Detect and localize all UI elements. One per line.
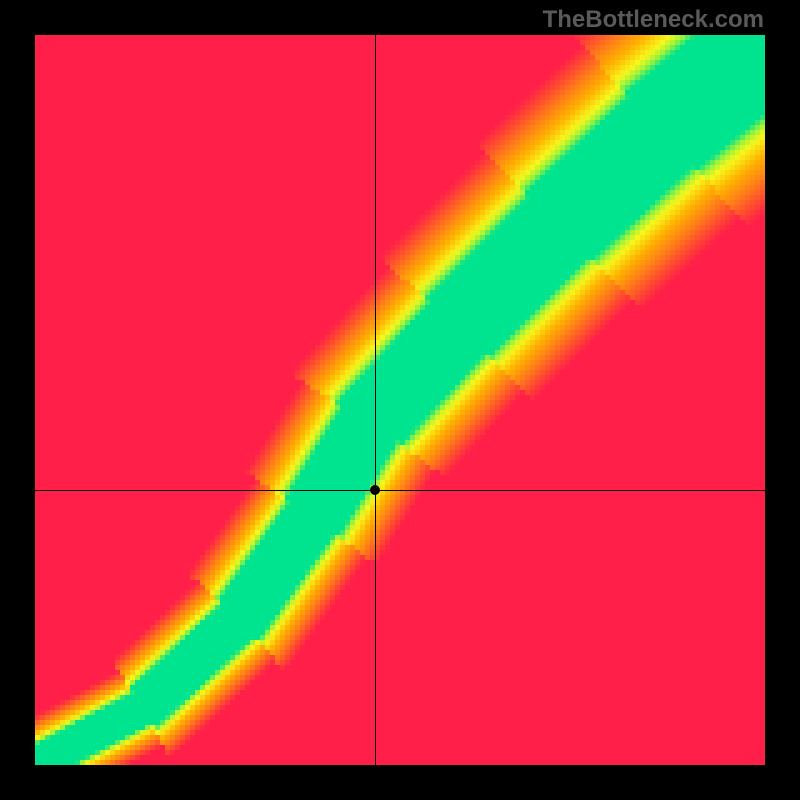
crosshair-horizontal <box>35 490 765 491</box>
chart-container: TheBottleneck.com <box>0 0 800 800</box>
heatmap-canvas <box>35 35 765 765</box>
source-label: TheBottleneck.com <box>543 6 764 34</box>
marker-dot <box>370 485 380 495</box>
crosshair-vertical <box>375 35 376 765</box>
plot-area <box>35 35 765 765</box>
